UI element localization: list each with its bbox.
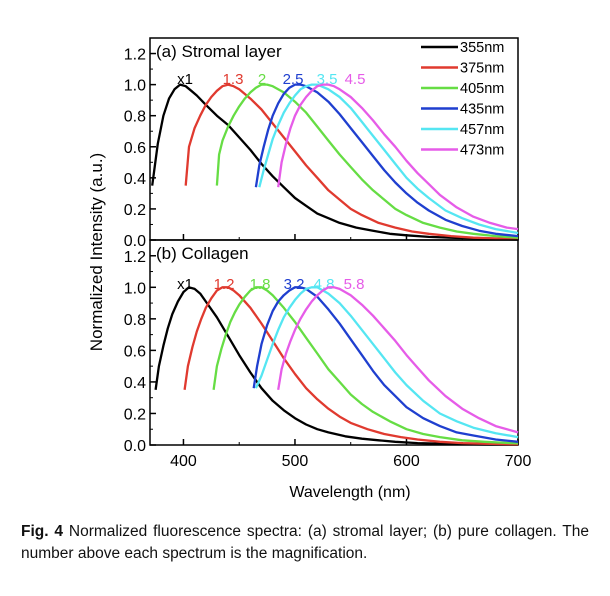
legend-label-405nm: 405nm: [460, 81, 504, 97]
series-line-457nm: [254, 286, 519, 439]
y-tick-label: 1.0: [124, 78, 146, 95]
panel-title-a: (a) Stromal layer: [156, 42, 282, 61]
series-line-435nm: [252, 286, 519, 443]
figure-caption: Fig. 4 Normalized fluorescence spectra: …: [21, 521, 589, 565]
panel-b-collagen: 0.0 0.2 0.4 0.6 0.8 1.0 1.2 400 500 600 700 (b) Col…: [124, 239, 532, 470]
magnification-label-405nm: 1.8: [250, 276, 271, 293]
panel-title-b: (b) Collagen: [156, 244, 249, 263]
y-tick-label: 0.0: [124, 438, 146, 455]
x-tick-label: 600: [393, 453, 420, 470]
y-tick-label: 1.0: [124, 280, 146, 297]
magnification-label-355nm: x1: [177, 71, 193, 88]
legend-label-473nm: 473nm: [460, 143, 504, 159]
y-tick-label: 0.4: [124, 375, 146, 392]
series-line-375nm: [184, 83, 519, 241]
magnification-label-435nm: 3.2: [284, 276, 305, 293]
legend-label-355nm: 355nm: [460, 40, 504, 56]
series-line-473nm: [277, 286, 519, 434]
magnification-label-375nm: 1.3: [223, 71, 244, 88]
plot-frame-b: [149, 239, 519, 446]
caption-label: Fig. 4: [21, 523, 64, 540]
series-line-355nm: [151, 83, 519, 241]
x-axis-label: Wavelength (nm): [289, 484, 410, 501]
y-tick-label: 0.8: [124, 109, 146, 126]
magnification-label-405nm: 2: [258, 71, 266, 88]
series-line-457nm: [258, 83, 519, 235]
fluorescence-figure: 0.0 0.2 0.4 0.6 0.8 1.0 1.2 (a) Stromal layer x1…: [87, 37, 532, 501]
y-tick-label: 0.4: [124, 171, 146, 188]
y-tick-label: 0.2: [124, 202, 146, 219]
magnification-label-355nm: x1: [177, 276, 193, 293]
series-line-355nm: [154, 286, 519, 446]
y-tick-label: 0.8: [124, 312, 146, 329]
magnification-label-435nm: 2.5: [283, 71, 304, 88]
series-line-375nm: [183, 286, 519, 446]
magnification-label-473nm: 5.8: [344, 276, 365, 293]
y-tick-label: 0.6: [124, 343, 146, 360]
y-axis-label: Normalized Intensity (a.u.): [87, 153, 106, 351]
magnification-label-457nm: 4.8: [314, 276, 335, 293]
x-tick-label: 700: [505, 453, 532, 470]
panel-a-stromal-layer: 0.0 0.2 0.4 0.6 0.8 1.0 1.2 (a) Stromal layer x1…: [124, 37, 519, 250]
legend: 355nm 375nm 405nm 435nm 457nm 473nm: [421, 40, 504, 159]
legend-label-375nm: 375nm: [460, 61, 504, 77]
y-tick-label: 0.0: [124, 233, 146, 250]
y-tick-label: 0.2: [124, 406, 146, 423]
series-line-405nm: [215, 83, 519, 239]
magnification-label-473nm: 4.5: [345, 71, 366, 88]
magnification-label-375nm: 1.2: [214, 276, 235, 293]
y-tick-label: 0.6: [124, 140, 146, 157]
series-line-435nm: [254, 83, 519, 238]
series-line-473nm: [277, 83, 519, 231]
series-line-405nm: [212, 286, 519, 445]
legend-label-435nm: 435nm: [460, 102, 504, 118]
x-tick-label: 400: [170, 453, 197, 470]
caption-text: Normalized fluorescence spectra: (a) str…: [21, 523, 589, 562]
y-tick-label: 1.2: [124, 47, 146, 64]
y-tick-label: 1.2: [124, 249, 146, 266]
legend-label-457nm: 457nm: [460, 122, 504, 138]
x-tick-label: 500: [282, 453, 309, 470]
